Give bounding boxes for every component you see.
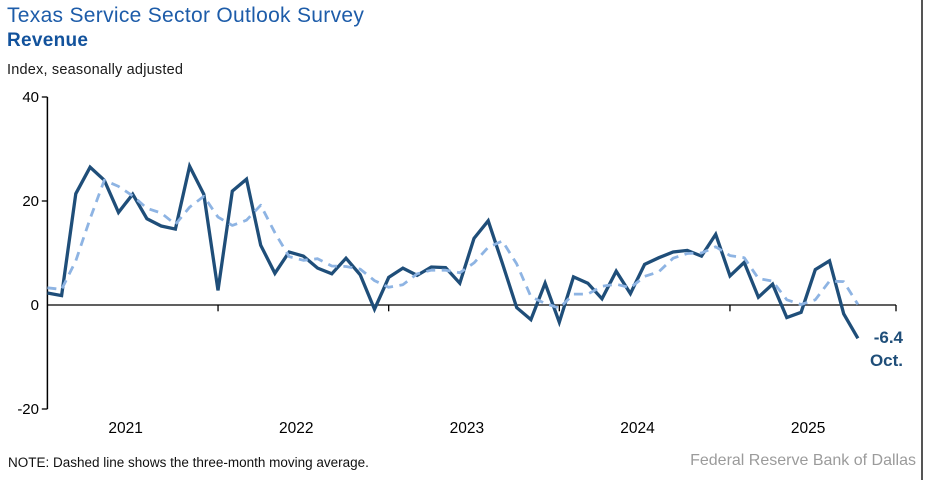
y-axis-units-label: Index, seasonally adjusted [7,62,184,78]
last-month-label: Oct. [869,350,903,370]
y-tick-label: 20 [22,193,39,210]
chart-subtitle: Revenue [7,30,89,51]
year-label: 2022 [279,420,313,437]
last-value-label: -6.4 [873,328,903,347]
note-text: NOTE: Dashed line shows the three-month … [8,455,369,470]
moving-average-line [47,178,860,310]
revenue-line [47,161,860,340]
right-edge-line [921,0,923,480]
last-value-annotation: -6.4 Oct. [843,327,903,372]
year-label: 2024 [620,420,655,437]
y-tick-label: 0 [31,297,39,314]
y-tick-label: -20 [17,401,39,418]
year-label: 2021 [108,420,142,437]
page-title: Texas Service Sector Outlook Survey [7,4,365,27]
year-label: 2025 [791,420,825,437]
source-text: Federal Reserve Bank of Dallas [690,452,916,469]
year-label: 2023 [450,420,484,437]
y-tick-label: 40 [22,89,39,106]
